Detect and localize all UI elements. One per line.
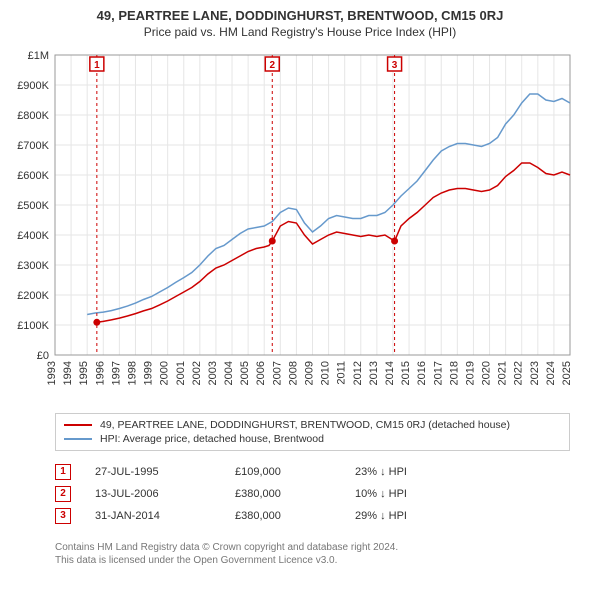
chart-container: 49, PEARTREE LANE, DODDINGHURST, BRENTWO…	[0, 0, 600, 590]
chart-area: £0 £100K £200K £300K £400K £500K £600K £700K £80…	[0, 45, 600, 405]
sales-row-badge: 2	[55, 486, 71, 502]
sales-row-date: 27-JUL-1995	[95, 466, 235, 478]
x-tick-label: 2012	[352, 361, 364, 385]
legend-swatch	[64, 424, 92, 426]
sales-table-row: 3 31-JAN-2014£380,00029% ↓ HPI	[55, 505, 570, 527]
x-tick-label: 2006	[255, 361, 267, 385]
y-tick-label: £300K	[17, 260, 49, 272]
x-tick-label: 1995	[78, 361, 90, 385]
x-tick-label: 1996	[94, 361, 106, 385]
y-tick-label: £1M	[28, 50, 49, 62]
x-tick-label: 2011	[336, 361, 348, 385]
x-tick-label: 2000	[159, 361, 171, 385]
legend-label: 49, PEARTREE LANE, DODDINGHURST, BRENTWO…	[100, 419, 510, 431]
x-tick-label: 1998	[126, 361, 138, 385]
y-tick-label: £200K	[17, 290, 49, 302]
sales-row-delta: 10% ↓ HPI	[355, 488, 475, 500]
sales-row-price: £109,000	[235, 466, 355, 478]
x-tick-label: 2015	[400, 361, 412, 385]
legend-label: HPI: Average price, detached house, Bren…	[100, 433, 324, 445]
y-tick-label: £0	[37, 350, 49, 362]
x-tick-label: 2009	[304, 361, 316, 385]
sale-marker-badge: 2	[269, 60, 275, 71]
sales-table-row: 2 13-JUL-2006£380,00010% ↓ HPI	[55, 483, 570, 505]
x-tick-label: 2024	[545, 361, 557, 385]
legend-swatch	[64, 438, 92, 440]
sales-row-price: £380,000	[235, 510, 355, 522]
sale-marker-badge: 3	[392, 60, 398, 71]
x-tick-label: 2018	[448, 361, 460, 385]
x-tick-label: 2002	[191, 361, 203, 385]
x-tick-label: 2008	[287, 361, 299, 385]
x-tick-label: 2020	[481, 361, 493, 385]
x-tick-label: 2022	[513, 361, 525, 385]
x-tick-label: 2003	[207, 361, 219, 385]
chart-subtitle: Price paid vs. HM Land Registry's House …	[0, 23, 600, 45]
x-tick-label: 2001	[175, 361, 187, 385]
x-tick-label: 2005	[239, 361, 251, 385]
x-tick-label: 1993	[46, 361, 58, 385]
footer-line-1: Contains HM Land Registry data © Crown c…	[55, 541, 570, 554]
x-tick-label: 2010	[320, 361, 332, 385]
x-tick-label: 2013	[368, 361, 380, 385]
y-tick-label: £500K	[17, 200, 49, 212]
x-tick-label: 2014	[384, 361, 396, 385]
sales-row-price: £380,000	[235, 488, 355, 500]
footer-attribution: Contains HM Land Registry data © Crown c…	[55, 541, 570, 567]
sales-row-badge: 1	[55, 464, 71, 480]
y-tick-label: £400K	[17, 230, 49, 242]
legend: 49, PEARTREE LANE, DODDINGHURST, BRENTWO…	[55, 413, 570, 451]
x-tick-label: 2025	[561, 361, 573, 385]
legend-item: 49, PEARTREE LANE, DODDINGHURST, BRENTWO…	[64, 418, 561, 432]
sales-row-date: 31-JAN-2014	[95, 510, 235, 522]
x-tick-label: 2016	[416, 361, 428, 385]
y-tick-label: £600K	[17, 170, 49, 182]
x-tick-label: 2021	[497, 361, 509, 385]
y-tick-label: £900K	[17, 80, 49, 92]
y-tick-label: £700K	[17, 140, 49, 152]
x-tick-label: 1997	[110, 361, 122, 385]
sales-row-date: 13-JUL-2006	[95, 488, 235, 500]
sales-row-delta: 29% ↓ HPI	[355, 510, 475, 522]
x-tick-label: 1999	[143, 361, 155, 385]
chart-title: 49, PEARTREE LANE, DODDINGHURST, BRENTWO…	[0, 0, 600, 23]
sales-row-badge: 3	[55, 508, 71, 524]
sales-table-row: 1 27-JUL-1995£109,00023% ↓ HPI	[55, 461, 570, 483]
x-tick-label: 2004	[223, 361, 235, 385]
x-tick-label: 1994	[62, 361, 74, 385]
footer-line-2: This data is licensed under the Open Gov…	[55, 554, 570, 567]
sale-marker-badge: 1	[94, 60, 100, 71]
x-tick-label: 2007	[271, 361, 283, 385]
chart-svg: £0 £100K £200K £300K £400K £500K £600K £700K £80…	[0, 45, 600, 405]
legend-item: HPI: Average price, detached house, Bren…	[64, 432, 561, 446]
sales-row-delta: 23% ↓ HPI	[355, 466, 475, 478]
y-tick-label: £100K	[17, 320, 49, 332]
x-tick-label: 2023	[529, 361, 541, 385]
x-tick-label: 2019	[464, 361, 476, 385]
sales-table: 1 27-JUL-1995£109,00023% ↓ HPI 2 13-JUL-200…	[55, 461, 570, 527]
y-tick-label: £800K	[17, 110, 49, 122]
x-tick-label: 2017	[432, 361, 444, 385]
